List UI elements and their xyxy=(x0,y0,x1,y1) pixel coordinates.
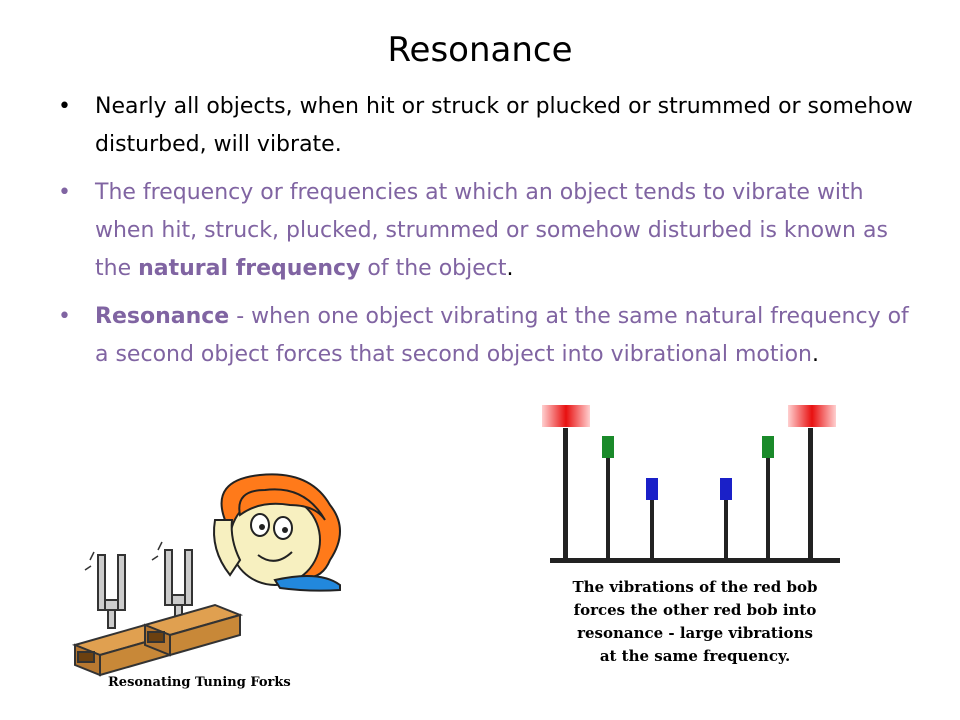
bullet-text: of the object xyxy=(360,256,507,281)
tuning-forks-caption: Resonating Tuning Forks xyxy=(108,675,291,690)
blue-bob-icon xyxy=(720,478,732,500)
bullet-period: . xyxy=(812,342,819,367)
tuning-forks-illustration: Resonating Tuning Forks xyxy=(71,473,341,690)
caption-line: The vibrations of the red bob xyxy=(573,578,818,596)
bullet-dot-icon: • xyxy=(58,180,71,205)
tuning-fork-icon xyxy=(97,549,193,629)
bullet-text: Nearly all objects, when hit or struck o… xyxy=(95,94,913,157)
blue-bob-icon xyxy=(646,478,658,500)
bullet-bold-term: natural frequency xyxy=(138,256,361,281)
pendulum-stands xyxy=(550,428,840,563)
green-bob-icon xyxy=(602,436,614,458)
bullet-item: • Nearly all objects, when hit or struck… xyxy=(58,88,918,164)
bullet-item: • The frequency or frequencies at which … xyxy=(58,174,918,288)
bullet-dot-icon: • xyxy=(58,94,71,119)
bullet-list: • Nearly all objects, when hit or struck… xyxy=(58,88,918,384)
caption-line: at the same frequency. xyxy=(600,647,790,665)
slide-title: Resonance xyxy=(387,30,573,70)
resonance-pendulum-illustration: The vibrations of the red bob forces the… xyxy=(542,405,840,665)
green-bob-icon xyxy=(762,436,774,458)
red-bob-icon xyxy=(788,405,836,427)
bullet-item: • Resonance - when one object vibrating … xyxy=(58,298,918,374)
bullet-text: - when one object vibrating at the same … xyxy=(95,304,909,367)
bullet-period: . xyxy=(506,256,514,281)
red-bob-icon xyxy=(542,405,590,427)
bullet-dot-icon: • xyxy=(58,304,71,329)
bullet-text: The frequency or frequencies at which an… xyxy=(95,180,888,281)
person-listening-icon xyxy=(213,473,341,592)
bullet-bold-term: Resonance xyxy=(95,304,230,329)
pendulum-caption: The vibrations of the red bob forces the… xyxy=(573,578,818,665)
wooden-box-icon xyxy=(71,603,244,677)
caption-line: forces the other red bob into xyxy=(574,601,817,619)
caption-line: resonance - large vibrations xyxy=(577,624,813,642)
